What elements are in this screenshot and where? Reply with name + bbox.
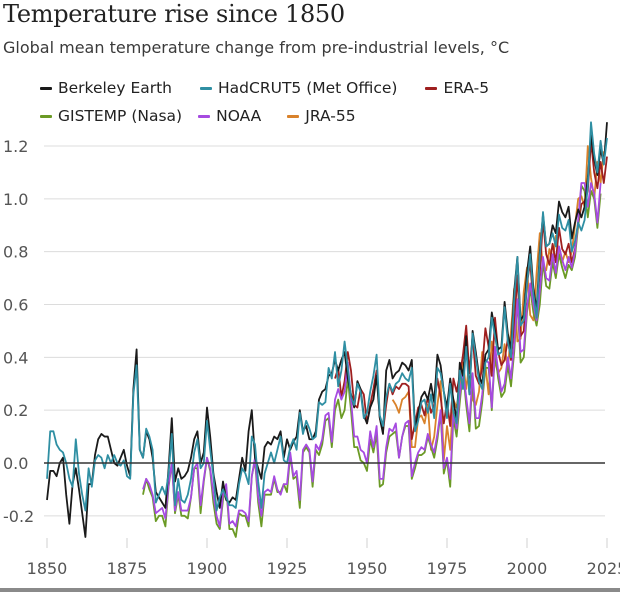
legend-swatch-noaa <box>198 114 211 118</box>
legend-row-1: Berkeley Earth HadCRUT5 (Met Office) ERA… <box>40 74 505 102</box>
x-axis: 1850 1875 1900 1925 1950 1975 2000 2025 <box>27 538 620 578</box>
legend-swatch-era5 <box>425 86 438 90</box>
legend-item-hadcrut5: HadCRUT5 (Met Office) <box>200 79 397 97</box>
x-tick-label: 1875 <box>107 559 148 578</box>
chart-subtitle: Global mean temperature change from pre-… <box>3 38 510 57</box>
y-tick-label: 0.8 <box>3 243 28 262</box>
legend-swatch-gistemp <box>40 114 52 118</box>
legend-label-hadcrut5: HadCRUT5 (Met Office) <box>218 79 398 97</box>
legend-label-berkeley-earth: Berkeley Earth <box>58 79 173 97</box>
legend-item-jra55: JRA-55 <box>287 107 356 125</box>
y-tick-label: 0.2 <box>3 401 28 420</box>
legend-item-gistemp: GISTEMP (Nasa) <box>40 107 182 125</box>
y-tick-label: 0.4 <box>3 348 28 367</box>
y-tick-label: 0.0 <box>3 454 28 473</box>
x-tick-label: 2000 <box>507 559 548 578</box>
bottom-border <box>0 588 620 592</box>
legend-item-era5: ERA-5 <box>425 79 489 97</box>
legend-item-berkeley-earth: Berkeley Earth <box>40 79 172 97</box>
legend-label-gistemp: GISTEMP (Nasa) <box>58 107 183 125</box>
legend-label-jra55: JRA-55 <box>305 107 356 125</box>
x-tick-label: 1900 <box>187 559 228 578</box>
legend-swatch-jra55 <box>287 114 300 118</box>
y-tick-label: 1.0 <box>3 190 28 209</box>
y-axis: -0.2 0.0 0.2 0.4 0.6 0.8 1.0 1.2 <box>3 137 34 526</box>
x-tick-label: 1925 <box>267 559 308 578</box>
x-tick-label: 1975 <box>427 559 468 578</box>
x-tick-label: 1950 <box>347 559 388 578</box>
legend-row-2: GISTEMP (Nasa) NOAA JRA-55 <box>40 102 505 130</box>
legend-label-era5: ERA-5 <box>443 79 490 97</box>
y-tick-label: 0.6 <box>3 296 28 315</box>
chart-title: Temperature rise since 1850 <box>3 0 345 28</box>
legend-swatch-berkeley-earth <box>40 86 52 90</box>
legend: Berkeley Earth HadCRUT5 (Met Office) ERA… <box>40 74 505 130</box>
y-tick-label: -0.2 <box>3 507 34 526</box>
series-line-hadcrut5-met-office <box>46 121 608 512</box>
legend-swatch-hadcrut5 <box>200 86 213 90</box>
series-line-noaa <box>142 182 602 528</box>
x-tick-label: 2025 <box>587 559 620 578</box>
legend-label-noaa: NOAA <box>216 107 262 125</box>
legend-item-noaa: NOAA <box>198 107 261 125</box>
x-tick-label: 1850 <box>27 559 68 578</box>
y-tick-label: 1.2 <box>3 137 28 156</box>
series-lines <box>46 121 608 538</box>
